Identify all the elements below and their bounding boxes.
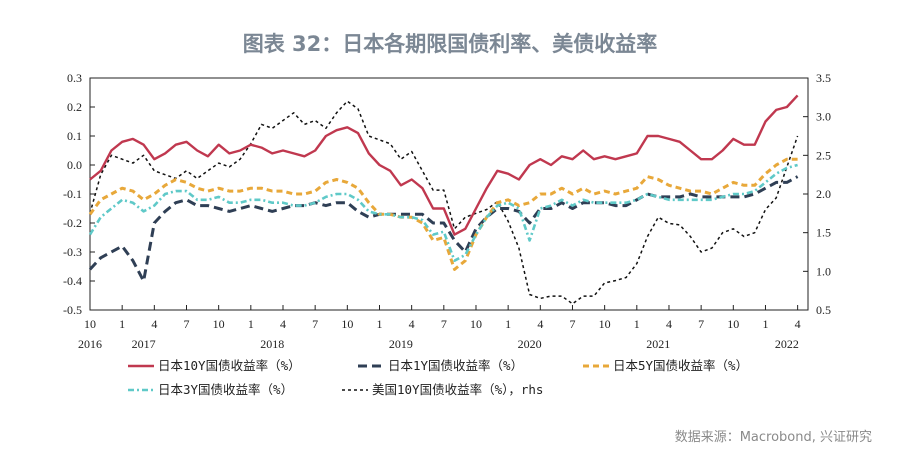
x-year-label: 2022	[775, 337, 799, 351]
y-left-tick-label: -0.5	[63, 303, 82, 317]
x-year-label: 2017	[132, 337, 156, 351]
source-note: 数据来源：Macrobond, 兴证研究	[674, 430, 872, 445]
x-tick-label: 10	[727, 317, 739, 331]
y-right-tick-label: 2.5	[816, 148, 831, 162]
x-tick-label: 10	[599, 317, 611, 331]
x-tick-label: 1	[762, 317, 768, 331]
x-tick-label: 1	[505, 317, 511, 331]
legend-label: 日本3Y国债收益率（%）	[158, 382, 293, 397]
y-left-tick-label: 0.0	[67, 158, 82, 172]
y-left-tick-label: -0.1	[63, 187, 82, 201]
x-tick-label: 10	[84, 317, 96, 331]
x-tick-label: 7	[312, 317, 318, 331]
x-year-label: 2018	[260, 337, 284, 351]
chart-title: 图表 32：日本各期限国债利率、美债收益率	[242, 32, 658, 56]
x-tick-label: 7	[569, 317, 575, 331]
series-line	[89, 94, 799, 236]
y-right-tick-label: 1.0	[816, 264, 831, 278]
y-right-tick-label: 2.0	[816, 187, 831, 201]
y-right-tick-label: 3.0	[816, 110, 831, 124]
x-tick-label: 4	[795, 317, 801, 331]
series-line	[88, 163, 798, 262]
x-year-label: 2021	[646, 337, 670, 351]
legend-label: 日本1Y国债收益率（%）	[388, 358, 523, 373]
series-line	[88, 175, 799, 283]
legend-label: 日本10Y国债收益率（%）	[158, 358, 301, 373]
x-tick-label: 4	[537, 317, 543, 331]
x-tick-label: 1	[634, 317, 640, 331]
y-left-tick-label: 0.2	[67, 100, 82, 114]
plot-frame	[89, 77, 809, 311]
x-tick-label: 7	[183, 317, 189, 331]
x-year-label: 2020	[518, 337, 542, 351]
legend-label: 美国10Y国债收益率（%），rhs	[372, 382, 543, 397]
series-line	[88, 157, 798, 271]
x-tick-label: 4	[666, 317, 672, 331]
y-right-tick-label: 0.5	[816, 303, 831, 317]
y-left-tick-label: -0.3	[63, 245, 82, 259]
x-tick-label: 10	[213, 317, 225, 331]
y-right-tick-label: 1.5	[816, 226, 831, 240]
x-tick-label: 10	[470, 317, 482, 331]
x-tick-label: 4	[280, 317, 286, 331]
x-tick-label: 10	[341, 317, 353, 331]
x-tick-label: 1	[376, 317, 382, 331]
x-year-label: 2016	[78, 337, 102, 351]
x-tick-label: 7	[698, 317, 704, 331]
x-tick-label: 7	[441, 317, 447, 331]
y-left-tick-label: -0.4	[63, 274, 82, 288]
legend-label: 日本5Y国债收益率（%）	[613, 358, 748, 373]
y-left-tick-label: 0.1	[67, 129, 82, 143]
x-tick-label: 4	[151, 317, 157, 331]
series-line	[89, 100, 799, 305]
y-left-tick-label: -0.2	[63, 216, 82, 230]
y-left-tick-label: 0.3	[67, 71, 82, 85]
x-tick-label: 1	[119, 317, 125, 331]
x-tick-label: 1	[248, 317, 254, 331]
x-year-label: 2019	[389, 337, 413, 351]
y-right-tick-label: 3.5	[816, 71, 831, 85]
x-tick-label: 4	[409, 317, 415, 331]
